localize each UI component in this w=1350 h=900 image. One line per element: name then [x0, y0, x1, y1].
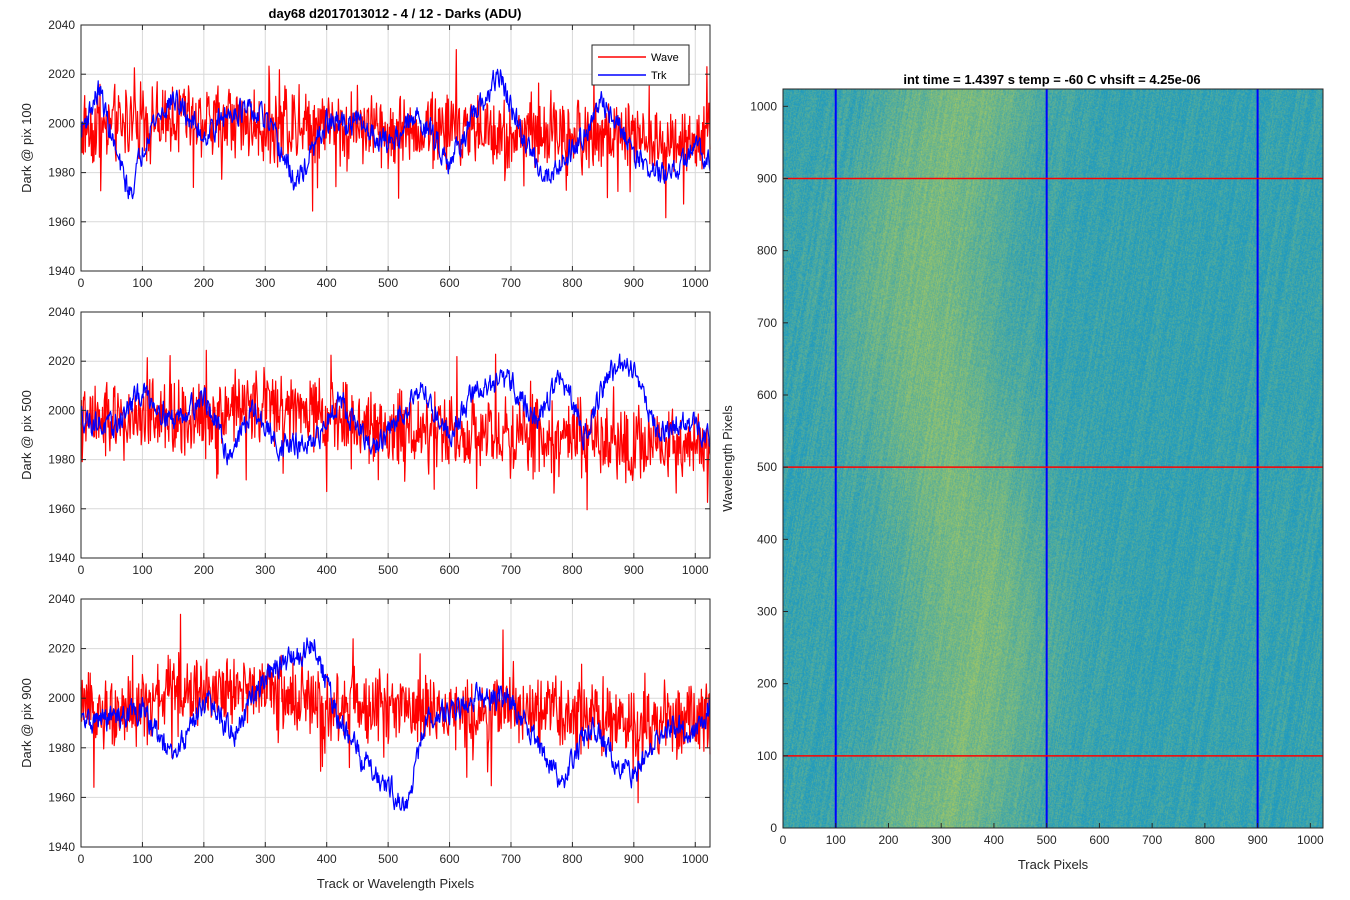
y-tick-label: 1960	[48, 790, 75, 804]
line-plot-pix-500: 0 100 200 300 400 500 600 700 800 900 1000 1940 1960…	[19, 305, 711, 577]
x-axis-label: Track or Wavelength Pixels	[317, 876, 475, 891]
y-tick-label: 2000	[48, 116, 75, 130]
series-line-wave	[80, 613, 711, 804]
x-tick-label: 700	[501, 852, 521, 866]
x-tick-label: 1000	[682, 276, 709, 290]
x-tick-label: 500	[378, 563, 398, 577]
x-tick-label: 600	[440, 852, 460, 866]
x-tick-label: 500	[378, 276, 398, 290]
x-tick-label: 700	[501, 276, 521, 290]
y-axis-label: Dark @ pix 100	[19, 103, 34, 193]
y-tick-label: 1940	[48, 551, 75, 565]
y-tick-label: 300	[757, 604, 777, 618]
left-figure-title: day68 d2017013012 - 4 / 12 - Darks (ADU)	[269, 6, 522, 21]
x-tick-label: 400	[317, 276, 337, 290]
x-tick-label: 700	[501, 563, 521, 577]
y-tick-label: 400	[757, 532, 777, 546]
y-tick-label: 1960	[48, 215, 75, 229]
y-tick-label: 2020	[48, 642, 75, 656]
x-tick-label: 300	[931, 833, 951, 847]
x-tick-label: 1000	[682, 563, 709, 577]
y-tick-label: 500	[757, 460, 777, 474]
x-tick-label: 700	[1142, 833, 1162, 847]
series-line-trk	[80, 353, 711, 466]
axes-frame	[80, 311, 711, 559]
series-line-wave	[80, 349, 711, 511]
y-axis-label: Dark @ pix 900	[19, 678, 34, 768]
y-tick-label: 2040	[48, 592, 75, 606]
y-tick-label: 2020	[48, 354, 75, 368]
x-tick-label: 500	[378, 852, 398, 866]
y-tick-label: 2040	[48, 305, 75, 319]
x-tick-label: 0	[780, 833, 787, 847]
right-figure-title: int time = 1.4397 s temp = -60 C vhsift …	[903, 72, 1200, 87]
y-tick-label: 1980	[48, 741, 75, 755]
x-tick-label: 600	[440, 276, 460, 290]
y-tick-label: 1980	[48, 166, 75, 180]
x-tick-label: 800	[562, 276, 582, 290]
x-tick-label: 200	[194, 563, 214, 577]
x-tick-label: 100	[132, 276, 152, 290]
series-line-trk	[80, 68, 711, 200]
x-tick-label: 100	[132, 852, 152, 866]
x-tick-label: 100	[826, 833, 846, 847]
x-tick-label: 1000	[682, 852, 709, 866]
y-tick-label: 1000	[750, 99, 777, 113]
series-line-trk	[80, 637, 711, 812]
x-tick-label: 400	[317, 852, 337, 866]
y-tick-label: 1960	[48, 502, 75, 516]
heatmap-frame	[782, 88, 1324, 829]
heatmap-image	[783, 89, 1323, 828]
y-tick-label: 1980	[48, 453, 75, 467]
y-tick-label: 0	[770, 821, 777, 835]
x-tick-label: 900	[624, 276, 644, 290]
y-tick-label: 900	[757, 171, 777, 185]
x-tick-label: 300	[255, 563, 275, 577]
y-tick-label: 2040	[48, 18, 75, 32]
y-tick-label: 1940	[48, 840, 75, 854]
y-tick-label: 200	[757, 677, 777, 691]
x-tick-label: 800	[1195, 833, 1215, 847]
axes-frame	[80, 598, 711, 848]
x-tick-label: 500	[1037, 833, 1057, 847]
legend-trk-label: Trk	[651, 70, 667, 82]
y-tick-label: 2000	[48, 403, 75, 417]
x-tick-label: 900	[1248, 833, 1268, 847]
y-tick-label: 600	[757, 388, 777, 402]
y-axis-label: Dark @ pix 500	[19, 390, 34, 480]
x-tick-label: 200	[194, 276, 214, 290]
x-tick-label: 600	[440, 563, 460, 577]
y-tick-label: 100	[757, 749, 777, 763]
x-tick-label: 600	[1089, 833, 1109, 847]
heatmap-plot: 0 100 200 300 400 500 600 700 800 900 1000 0 100 200 3…	[720, 88, 1324, 872]
x-tick-label: 1000	[1297, 833, 1324, 847]
y-tick-label: 2020	[48, 67, 75, 81]
line-plot-pix-900: 0 100 200 300 400 500 600 700 800 900 1000 1940 1960…	[19, 592, 711, 891]
x-tick-label: 300	[255, 276, 275, 290]
x-tick-label: 0	[78, 852, 85, 866]
x-tick-label: 400	[984, 833, 1004, 847]
x-tick-label: 800	[562, 852, 582, 866]
x-tick-label: 0	[78, 276, 85, 290]
legend-wave-label: Wave	[651, 52, 679, 64]
axes-frame	[80, 24, 711, 272]
x-tick-label: 800	[562, 563, 582, 577]
y-tick-label: 1940	[48, 264, 75, 278]
x-tick-label: 0	[78, 563, 85, 577]
x-tick-label: 200	[194, 852, 214, 866]
legend: Wave Trk	[591, 44, 690, 86]
x-tick-label: 900	[624, 563, 644, 577]
x-tick-label: 200	[878, 833, 898, 847]
y-axis-label: Wavelength Pixels	[720, 405, 735, 512]
y-tick-label: 700	[757, 316, 777, 330]
x-tick-label: 100	[132, 563, 152, 577]
y-tick-label: 800	[757, 244, 777, 258]
legend-box	[591, 44, 690, 86]
x-tick-label: 300	[255, 852, 275, 866]
x-tick-label: 900	[624, 852, 644, 866]
x-tick-label: 400	[317, 563, 337, 577]
y-tick-label: 2000	[48, 691, 75, 705]
x-axis-label: Track Pixels	[1018, 857, 1089, 872]
